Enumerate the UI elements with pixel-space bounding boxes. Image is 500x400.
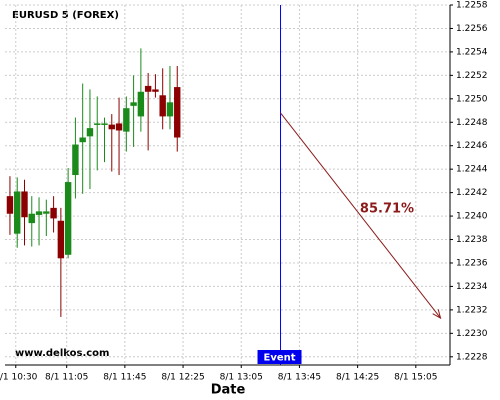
candle	[123, 96, 130, 152]
x-axis-label: Date	[211, 383, 246, 398]
candle-body	[94, 123, 101, 125]
chart-title: EURUSD 5 (FOREX)	[12, 10, 119, 21]
candle	[94, 96, 101, 171]
candle	[101, 117, 108, 163]
candle	[21, 179, 28, 246]
arrow-head	[432, 309, 442, 320]
candle	[86, 89, 94, 190]
prediction-label: 85.71%	[360, 202, 414, 217]
candle-body	[101, 123, 108, 125]
watermark: www.delkos.com	[15, 348, 109, 359]
candle-body	[79, 137, 86, 143]
candle-body	[174, 87, 181, 138]
y-tick-label: 1.2254	[456, 47, 488, 57]
candle-body	[108, 124, 115, 130]
y-tick-label: 1.2252	[456, 71, 488, 81]
candle	[64, 167, 72, 259]
candle	[108, 114, 115, 172]
y-tick-label: 1.2230	[456, 329, 488, 339]
y-tick-label: 1.2246	[456, 141, 488, 151]
candle-body	[130, 102, 137, 106]
y-tick-label: 1.2232	[456, 305, 488, 315]
candle	[35, 197, 43, 246]
event-label: Event	[264, 353, 296, 364]
x-tick-label: 8/1 12:25	[161, 373, 204, 383]
candle	[115, 97, 123, 176]
y-tick-label: 1.2258	[456, 1, 488, 11]
candle-body	[57, 220, 65, 259]
candle-body	[152, 89, 159, 92]
x-tick-label: 8/1 11:05	[45, 373, 88, 383]
candle	[6, 176, 14, 235]
x-tick-label: 8/1 14:25	[336, 373, 379, 383]
y-tick-label: 1.2238	[456, 235, 488, 245]
y-tick-label: 1.2240	[456, 212, 488, 222]
candle	[14, 177, 21, 248]
candle	[130, 75, 137, 147]
candle	[174, 65, 181, 152]
y-tick-label: 1.2244	[456, 165, 488, 175]
candle	[57, 207, 65, 317]
y-tick-label: 1.2236	[456, 258, 488, 268]
candle-body	[86, 128, 94, 137]
candle-body	[123, 108, 130, 132]
candle	[72, 117, 79, 199]
y-tick-label: 1.2248	[456, 118, 488, 128]
x-tick-label: 8/1 11:45	[103, 373, 146, 383]
candle	[43, 199, 50, 237]
candle	[79, 83, 86, 194]
y-tick-label: 1.2234	[456, 282, 488, 292]
y-tick-label: 1.2228	[456, 352, 488, 362]
candle-body	[35, 211, 43, 215]
candle	[159, 68, 166, 130]
y-tick-label: 1.2242	[456, 188, 488, 198]
x-tick-label: 8/1 10:30	[0, 373, 38, 383]
candle-body	[21, 191, 28, 218]
candle-body	[50, 207, 57, 219]
candle-body	[6, 196, 14, 214]
candle	[144, 73, 152, 151]
prediction-arrow	[280, 112, 441, 319]
candle-body	[14, 191, 21, 234]
x-tick-label: 8/1 13:05	[220, 373, 263, 383]
candle-body	[166, 102, 174, 117]
candle	[137, 48, 145, 132]
x-tick-label: 8/1 13:45	[278, 373, 321, 383]
y-tick-label: 1.2256	[456, 24, 488, 34]
y-tick-label: 1.2250	[456, 94, 488, 104]
candle-body	[115, 123, 123, 131]
candle	[50, 196, 57, 233]
candle-body	[137, 91, 145, 117]
candle-body	[28, 213, 35, 224]
candle-body	[43, 211, 50, 214]
candle-body	[72, 144, 79, 176]
x-tick-label: 8/1 15:05	[394, 373, 437, 383]
candle-body	[159, 95, 166, 117]
event-label-box	[257, 350, 302, 364]
candle	[166, 65, 174, 130]
candle-body	[144, 85, 152, 92]
candle	[152, 74, 159, 98]
candle-body	[64, 182, 72, 255]
candle	[28, 196, 35, 247]
